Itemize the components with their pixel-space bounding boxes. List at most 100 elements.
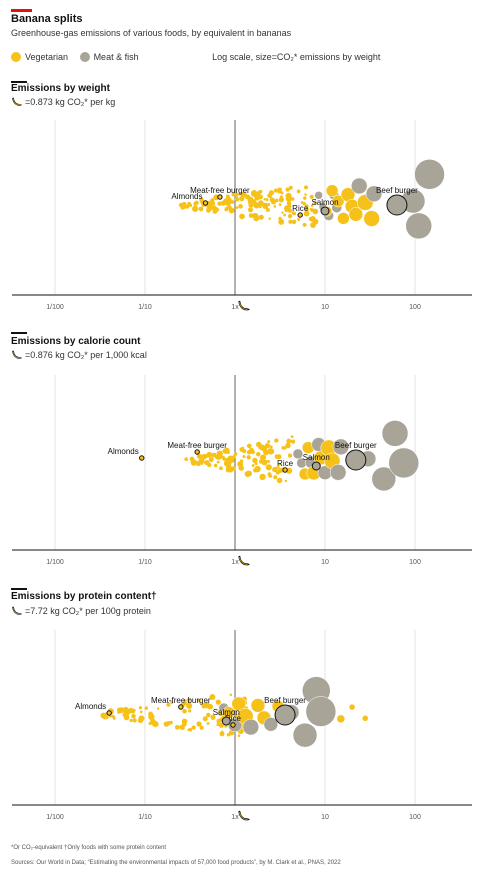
tick-label: 1/10: [138, 814, 152, 821]
food-point-vegetarian: [203, 701, 210, 709]
food-point-vegetarian: [183, 701, 188, 706]
food-point-vegetarian: [196, 721, 202, 727]
food-point-vegetarian: [258, 445, 262, 450]
food-point-vegetarian: [272, 466, 278, 473]
food-point-meat: [414, 159, 445, 190]
food-point-vegetarian: [152, 720, 159, 728]
vegetarian-swatch: [11, 52, 21, 62]
food-point-vegetarian: [199, 725, 204, 730]
food-point-vegetarian: [296, 189, 301, 194]
meat-swatch: [79, 52, 90, 62]
food-point-vegetarian: [281, 445, 286, 450]
labelled-food-point: [106, 710, 112, 716]
food-point-vegetarian: [284, 479, 288, 483]
food-point-vegetarian: [139, 710, 143, 714]
food-point-vegetarian: [123, 714, 130, 721]
food-point-vegetarian: [267, 459, 271, 463]
food-point-vegetarian: [253, 202, 260, 209]
food-point-vegetarian: [288, 219, 293, 224]
food-point-meat: [332, 438, 350, 456]
food-point-vegetarian: [231, 696, 246, 712]
panel-rule: [11, 81, 27, 83]
food-point-vegetarian: [262, 202, 269, 209]
panel-title-protein: Emissions by protein content†: [11, 591, 157, 602]
chart-calorie: 1/100 1/10 1x 10 100 Almonds Meat-free burger R…: [12, 375, 472, 566]
food-point-vegetarian: [267, 193, 272, 199]
food-label: Almonds: [108, 447, 139, 456]
food-point-vegetarian: [231, 192, 236, 197]
labelled-food-point: [386, 194, 408, 216]
food-point-vegetarian: [285, 442, 291, 449]
food-point-vegetarian: [309, 194, 314, 199]
food-point-vegetarian: [235, 206, 239, 209]
food-label: Salmon: [311, 198, 338, 207]
food-point-meat: [365, 185, 383, 203]
food-label: Salmon: [213, 708, 240, 717]
food-point-vegetarian: [194, 200, 199, 205]
food-point-vegetarian: [258, 190, 262, 194]
food-point-vegetarian: [258, 200, 264, 206]
food-point-vegetarian: [148, 711, 153, 716]
food-point-vegetarian: [325, 184, 339, 197]
chart-protein: 1/100 1/10 1x 10 100 Almonds Meat-free burger R…: [12, 630, 472, 821]
food-point-vegetarian: [309, 215, 316, 223]
food-point-vegetarian: [278, 203, 282, 207]
panel-rule: [11, 332, 27, 334]
food-label: Meat-free burger: [190, 186, 250, 195]
food-point-vegetarian: [269, 197, 275, 203]
food-point-vegetarian: [239, 459, 244, 463]
food-point-vegetarian: [225, 466, 232, 473]
food-point-vegetarian: [275, 470, 280, 475]
food-point-vegetarian: [132, 718, 137, 723]
food-point-vegetarian: [287, 213, 293, 219]
food-point-vegetarian: [192, 205, 199, 212]
food-point-vegetarian: [258, 214, 264, 220]
legend-vegetarian-label: Vegetarian: [25, 52, 69, 62]
food-point-vegetarian: [191, 725, 196, 730]
food-point-vegetarian: [225, 196, 232, 204]
food-point-vegetarian: [190, 459, 197, 466]
food-point-vegetarian: [286, 438, 292, 444]
food-point-vegetarian: [302, 222, 307, 227]
food-point-vegetarian: [220, 724, 224, 728]
banana-icon: [238, 810, 250, 821]
food-point-vegetarian: [309, 207, 313, 211]
food-point-vegetarian: [210, 695, 215, 700]
labelled-food-point: [345, 449, 367, 471]
food-point-vegetarian: [181, 726, 185, 730]
food-point-vegetarian: [224, 207, 229, 212]
food-point-vegetarian: [256, 451, 261, 457]
food-point-vegetarian: [248, 447, 254, 453]
food-point-vegetarian: [313, 200, 317, 205]
food-point-vegetarian: [166, 720, 171, 726]
food-point-vegetarian: [217, 201, 222, 206]
food-point-vegetarian: [278, 463, 281, 466]
food-point-meat: [314, 191, 323, 200]
food-point-vegetarian: [310, 204, 314, 207]
food-point-vegetarian: [202, 716, 208, 722]
legend: Vegetarian Meat & fish Log scale, size=C…: [11, 52, 471, 66]
legend-meat: Meat & fish: [79, 52, 139, 62]
food-point-vegetarian: [258, 459, 264, 464]
food-point-meat: [405, 212, 432, 240]
food-point-vegetarian: [265, 207, 270, 212]
food-point-vegetarian: [337, 212, 350, 225]
panel-title-calorie: Emissions by calorie count: [11, 336, 141, 347]
food-point-vegetarian: [264, 443, 271, 449]
food-point-vegetarian: [280, 191, 284, 195]
food-point-vegetarian: [229, 693, 233, 697]
food-point-vegetarian: [287, 453, 293, 458]
food-point-vegetarian: [260, 473, 266, 480]
food-point-meat: [263, 717, 279, 732]
food-point-vegetarian: [283, 213, 286, 217]
tick-label: 10: [321, 814, 329, 821]
food-point-vegetarian: [138, 706, 142, 710]
food-point-vegetarian: [276, 454, 282, 460]
food-point-vegetarian: [278, 197, 285, 203]
food-point-vegetarian: [297, 218, 301, 222]
food-point-vegetarian: [238, 465, 244, 471]
tick-label: 1/100: [46, 304, 64, 311]
food-point-vegetarian: [170, 700, 174, 704]
food-point-vegetarian: [303, 210, 310, 217]
